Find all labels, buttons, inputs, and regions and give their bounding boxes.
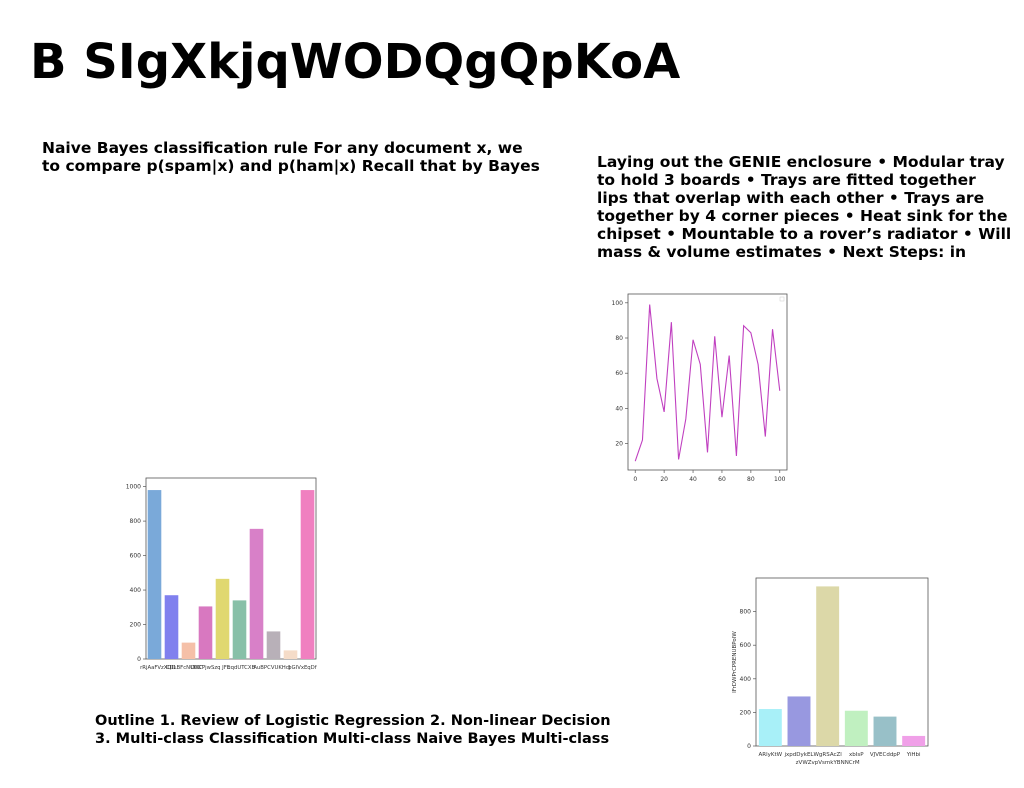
x-tick-label: ARlyKtW <box>759 752 783 758</box>
text-block-genie-enclosure: Laying out the GENIE enclosure • Modular… <box>597 153 1012 261</box>
bar-9 <box>300 490 315 659</box>
y-tick-label: 40 <box>615 405 623 412</box>
y-tick-label: 800 <box>130 518 142 525</box>
x-tick-label: YiHbi <box>906 752 921 758</box>
bar-0 <box>147 490 162 659</box>
y-tick-label: 800 <box>740 609 752 616</box>
y-tick-label: 600 <box>130 553 142 560</box>
y-tick-label: 20 <box>615 441 623 448</box>
slide-title: B SIgXkjqWODQgQpKoA <box>30 34 681 90</box>
bar-chart-1: 0 200 400 600 800 1000 rRjAaFVzXQDCDLBFcNUDKTD… <box>126 477 317 671</box>
y-tick-label: 60 <box>615 370 623 377</box>
bar-8 <box>283 650 298 659</box>
y-tick-label: 200 <box>740 709 752 716</box>
bar-7 <box>266 631 281 659</box>
y-tick-label: 0 <box>747 743 751 750</box>
bar-3 <box>844 710 868 746</box>
x-tick-label: 40 <box>689 476 697 483</box>
bar-2 <box>816 586 840 746</box>
x-tick-label: uqdUTCXB <box>227 665 255 671</box>
x-tick-label: 60 <box>718 476 726 483</box>
bar-6 <box>249 528 264 659</box>
bar-5 <box>232 600 247 659</box>
bar-1 <box>787 696 811 746</box>
bar-5 <box>902 735 926 746</box>
line-chart: 0 20 40 60 80 100 20 40 60 80 100 <box>612 293 788 483</box>
bar-chart-2: 0 200 400 600 800 ARlyKtW jxpdDykEL WgRSAcZl zVW… <box>732 577 929 766</box>
x-tick-label: WgRSAcZl <box>813 752 842 758</box>
x-tick-label: VJVECddpP <box>870 752 901 758</box>
text-block-naive-bayes: Naive Bayes classification rule For any … <box>42 139 540 175</box>
bar-4 <box>215 578 230 659</box>
x-tick-label: rRjAaFVzXQD <box>140 665 176 671</box>
x-tick-label: DKCPjwSzq JFE <box>191 665 231 671</box>
x-tick-label: jxpdDykEL <box>784 752 815 758</box>
y-tick-label: 0 <box>137 656 141 663</box>
y-tick-label: 80 <box>615 335 623 342</box>
bar-0 <box>758 709 782 746</box>
x-tick-label: 0 <box>633 476 637 483</box>
x-tick-label: 20 <box>660 476 668 483</box>
bar-2 <box>181 642 196 659</box>
y-tick-label: 100 <box>612 300 624 307</box>
y-tick-label: 1000 <box>126 484 141 491</box>
x-tick-label: zVWZvpVsmkYBNNCrM <box>796 760 860 766</box>
y-axis-label: IFrDWPrCPRENUBPoIW <box>732 631 738 693</box>
y-tick-label: 600 <box>740 642 752 649</box>
x-tick-label: 100 <box>774 476 786 483</box>
x-tick-label: bGIVxEqDf <box>288 665 317 671</box>
y-tick-label: 400 <box>130 587 142 594</box>
bar-4 <box>873 716 897 746</box>
text-block-outline: Outline 1. Review of Logistic Regression… <box>95 713 611 747</box>
y-tick-label: 400 <box>740 676 752 683</box>
y-tick-label: 200 <box>130 622 142 629</box>
bar-3 <box>198 606 213 659</box>
x-tick-label: AuBPCVUKHcJ <box>253 665 290 671</box>
legend-box <box>779 296 785 302</box>
x-tick-label: CDLBFcNUDKT <box>166 665 205 671</box>
plot-frame <box>755 577 929 747</box>
x-tick-label: 80 <box>747 476 755 483</box>
bar-1 <box>164 595 179 659</box>
plot-frame <box>627 293 788 471</box>
plot-frame <box>145 477 317 660</box>
series-line-0 <box>634 304 781 462</box>
x-tick-label: xbIsP <box>849 752 864 758</box>
